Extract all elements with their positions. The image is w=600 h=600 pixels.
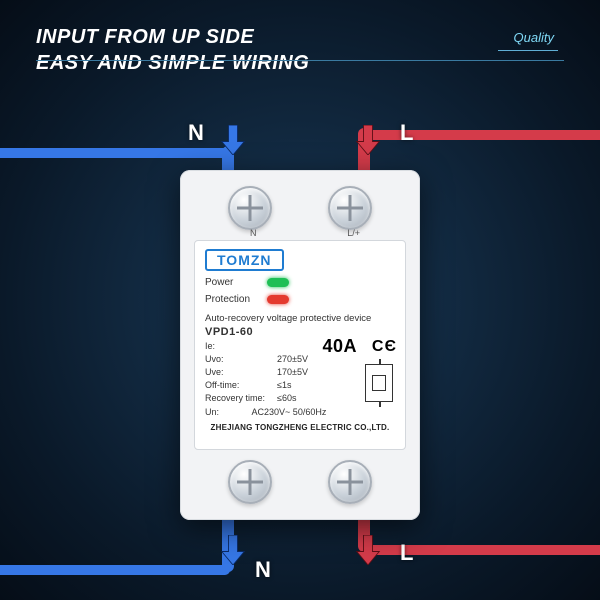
device-terminal-n: N: [250, 228, 257, 238]
screw-terminal-icon: [328, 460, 372, 504]
spec-row: Ie:: [205, 340, 395, 353]
amp-rating: 40A: [322, 336, 357, 357]
led-power-label: Power: [205, 277, 265, 288]
product-name: Auto-recovery voltage protective device: [205, 313, 395, 324]
screw-terminal-icon: [328, 186, 372, 230]
label-l-top: L: [400, 120, 413, 146]
quality-label: Quality: [514, 30, 554, 45]
header-divider: [36, 60, 564, 61]
arrow-live-out-icon: [353, 535, 383, 565]
label-n-top: N: [188, 120, 204, 146]
manufacturer: ZHEJIANG TONGZHENG ELECTRIC CO.,LTD.: [205, 423, 395, 432]
led-power-row: Power: [205, 277, 395, 288]
device-label-panel: TOMZN Power Protection Auto-recovery vol…: [194, 240, 406, 450]
un-value: AC230V~ 50/60Hz: [252, 407, 327, 417]
arrow-live-in-icon: [353, 125, 383, 155]
arrow-neutral-out-icon: [218, 535, 248, 565]
led-protection-label: Protection: [205, 294, 265, 305]
device-terminal-l: L/+: [347, 228, 360, 238]
brand-logo: TOMZN: [205, 249, 284, 271]
top-terminal-row: N L/+: [180, 176, 420, 240]
model-number: VPD1-60: [205, 326, 395, 338]
un-row: Un: AC230V~ 50/60Hz: [205, 407, 395, 417]
voltage-protector-device: N L/+ TOMZN Power Protection Auto-recove…: [180, 170, 420, 520]
wire-neutral-input: [0, 148, 230, 158]
screw-terminal-icon: [228, 460, 272, 504]
quality-underline: [498, 50, 558, 51]
un-label: Un:: [205, 407, 219, 417]
arrow-neutral-in-icon: [218, 125, 248, 155]
led-protection-row: Protection: [205, 294, 395, 305]
wire-live-input: [362, 130, 600, 140]
header: INPUT FROM UP SIDE EASY AND SIMPLE WIRIN…: [36, 24, 564, 76]
title-line-1: INPUT FROM UP SIDE: [36, 24, 564, 50]
title-line-2: EASY AND SIMPLE WIRING: [36, 50, 564, 76]
schematic-icon: [365, 364, 393, 402]
label-l-bottom: L: [400, 540, 413, 566]
wire-neutral-output: [0, 565, 230, 575]
led-power-icon: [267, 278, 289, 287]
wire-live-output: [362, 545, 600, 555]
spec-area: 40A C Є Ie: Uvo:270±5V Uve:170±5V Off-ti…: [205, 340, 395, 405]
bottom-terminal-row: [180, 450, 420, 514]
ce-mark-icon: C Є: [372, 338, 395, 356]
label-n-bottom: N: [255, 557, 271, 583]
led-protection-icon: [267, 295, 289, 304]
screw-terminal-icon: [228, 186, 272, 230]
